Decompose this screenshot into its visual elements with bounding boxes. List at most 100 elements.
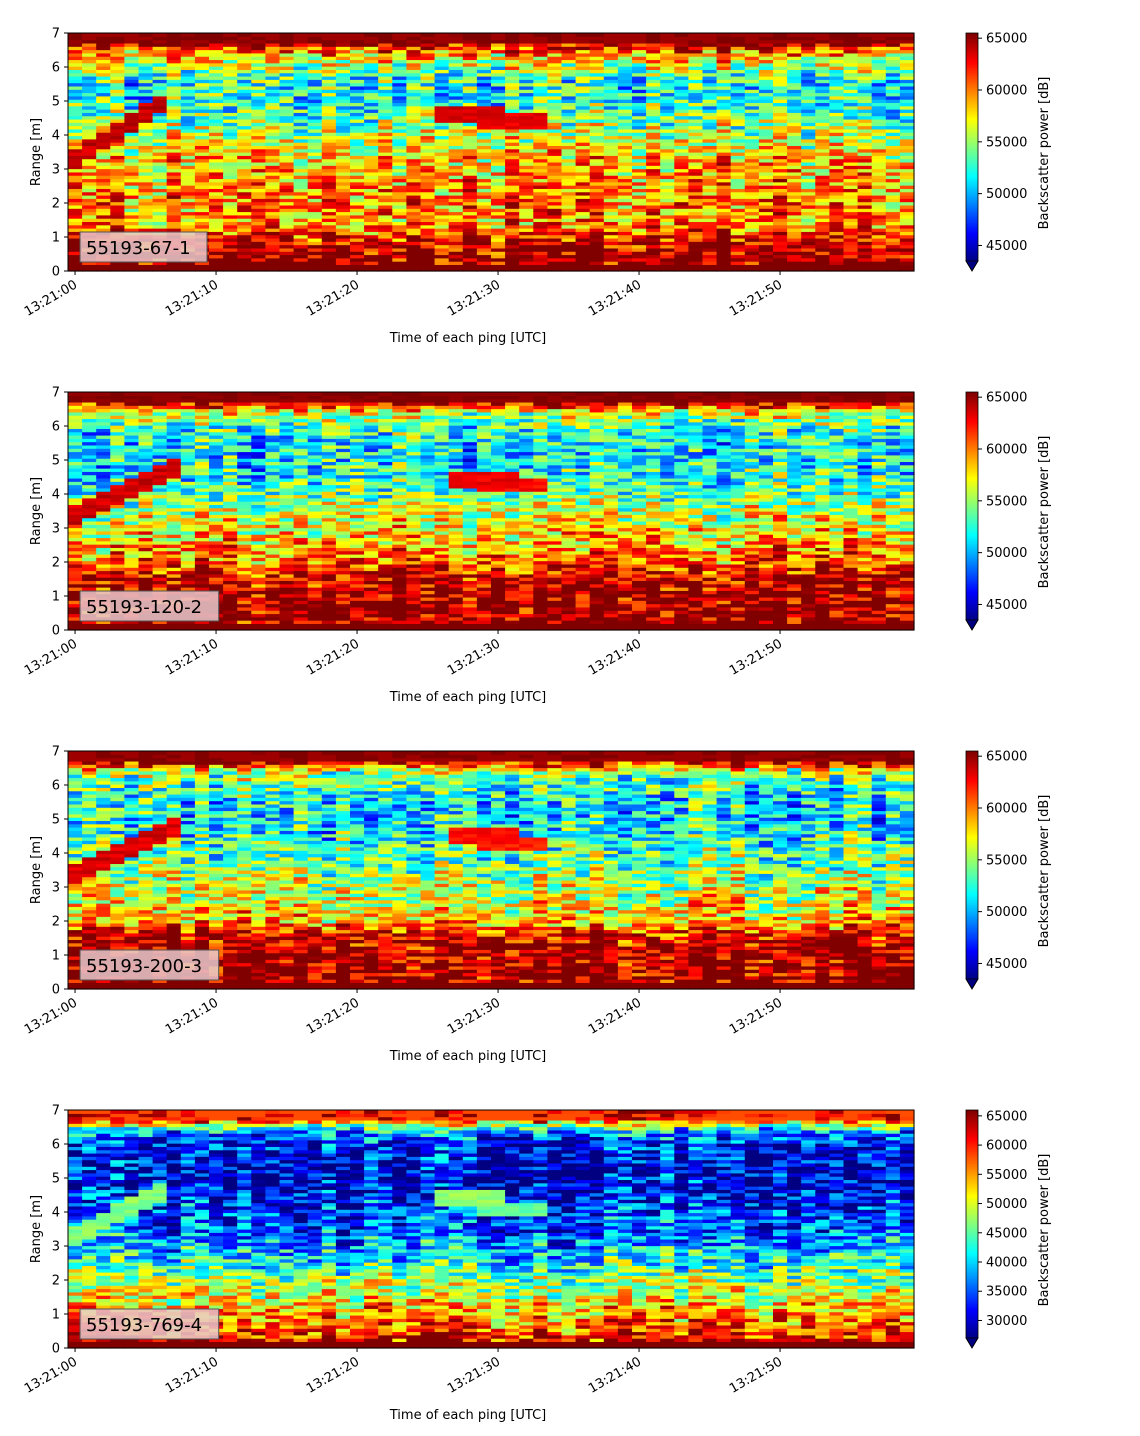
heatmap-cell bbox=[279, 165, 295, 170]
heatmap-cell bbox=[82, 211, 97, 216]
heatmap-cell bbox=[279, 261, 295, 265]
heatmap-cell bbox=[321, 95, 337, 100]
heatmap-cell bbox=[420, 102, 436, 107]
heatmap-cell bbox=[364, 237, 379, 242]
heatmap-cell bbox=[223, 89, 238, 94]
heatmap-cell bbox=[547, 185, 563, 189]
heatmap-cell bbox=[476, 118, 492, 123]
heatmap-cell bbox=[561, 49, 577, 54]
heatmap-cell bbox=[194, 161, 210, 166]
heatmap-cell bbox=[265, 66, 281, 70]
heatmap-cell bbox=[209, 115, 224, 120]
heatmap-cell bbox=[307, 165, 323, 170]
heatmap-cell bbox=[96, 99, 111, 104]
heatmap-cell bbox=[434, 89, 450, 94]
heatmap-cell bbox=[279, 201, 295, 206]
heatmap-cell bbox=[124, 118, 140, 123]
heatmap-cell bbox=[180, 56, 196, 61]
heatmap-cell bbox=[335, 148, 351, 153]
heatmap-cell bbox=[251, 188, 266, 193]
heatmap-cell bbox=[321, 49, 337, 54]
heatmap-cell bbox=[589, 267, 605, 272]
heatmap-cell bbox=[392, 122, 407, 127]
heatmap-cell bbox=[138, 33, 154, 37]
heatmap-cell bbox=[279, 66, 295, 70]
heatmap-cell bbox=[519, 251, 534, 256]
colorbar-tick-label: 55000 bbox=[986, 135, 1027, 150]
heatmap-cell bbox=[152, 168, 168, 173]
heatmap-cell bbox=[68, 125, 83, 130]
heatmap-cell bbox=[491, 247, 506, 252]
heatmap-cell bbox=[603, 85, 619, 90]
heatmap-cell bbox=[138, 46, 154, 51]
heatmap-cell bbox=[279, 181, 295, 186]
heatmap-cell bbox=[547, 42, 563, 47]
heatmap-cell bbox=[68, 261, 83, 265]
heatmap-cell bbox=[406, 72, 422, 77]
heatmap-cell bbox=[180, 175, 196, 180]
heatmap-cell bbox=[335, 264, 351, 269]
heatmap-cell bbox=[462, 42, 478, 47]
heatmap-cell bbox=[448, 46, 464, 51]
heatmap-cell bbox=[448, 211, 464, 216]
heatmap-cell bbox=[434, 42, 450, 47]
heatmap-cell bbox=[251, 112, 266, 117]
heatmap-cell bbox=[152, 135, 168, 140]
heatmap-cell bbox=[124, 115, 140, 120]
heatmap-cell bbox=[561, 59, 577, 64]
heatmap-cell bbox=[434, 175, 450, 180]
heatmap-cell bbox=[547, 208, 563, 213]
heatmap-cell bbox=[406, 89, 422, 94]
heatmap-cell bbox=[378, 237, 393, 242]
heatmap-cell bbox=[561, 115, 577, 120]
heatmap-cell bbox=[462, 118, 478, 123]
heatmap-cell bbox=[603, 198, 619, 203]
heatmap-cell bbox=[223, 194, 238, 199]
heatmap-cell bbox=[321, 251, 337, 256]
heatmap-cell bbox=[194, 33, 210, 37]
heatmap-cell bbox=[110, 211, 125, 216]
heatmap-cell bbox=[138, 171, 154, 176]
heatmap-cell bbox=[589, 135, 605, 140]
heatmap-cell bbox=[237, 185, 252, 189]
heatmap-cell bbox=[279, 75, 295, 80]
heatmap-cell bbox=[392, 218, 407, 223]
heatmap-cell bbox=[378, 211, 393, 216]
heatmap-cell bbox=[350, 178, 365, 183]
heatmap-cell bbox=[547, 224, 563, 229]
heatmap-cell bbox=[307, 109, 323, 113]
heatmap-cell bbox=[434, 158, 450, 163]
heatmap-cell bbox=[392, 161, 407, 166]
heatmap-cell bbox=[82, 75, 97, 80]
heatmap-cell bbox=[180, 138, 196, 143]
heatmap-cell bbox=[68, 115, 83, 120]
heatmap-cell bbox=[420, 208, 436, 213]
heatmap-cell bbox=[223, 82, 238, 87]
heatmap-cell bbox=[223, 42, 238, 47]
heatmap-cell bbox=[364, 49, 379, 54]
heatmap-cell bbox=[364, 254, 379, 259]
heatmap-cell bbox=[575, 254, 591, 259]
colorbar-tick-label: 65000 bbox=[986, 32, 1027, 47]
heatmap-cell bbox=[307, 152, 323, 156]
heatmap-cell bbox=[603, 208, 619, 213]
heatmap-cell bbox=[420, 82, 436, 87]
heatmap-cell bbox=[265, 46, 281, 51]
heatmap-cell bbox=[110, 99, 125, 104]
heatmap-cell bbox=[392, 194, 407, 199]
heatmap-cell bbox=[589, 75, 605, 80]
heatmap-cell bbox=[491, 168, 506, 173]
heatmap-cell bbox=[406, 155, 422, 160]
heatmap-cell bbox=[209, 191, 224, 196]
heatmap-cell bbox=[505, 75, 520, 80]
heatmap-cell bbox=[603, 56, 619, 61]
heatmap-cell bbox=[364, 211, 379, 216]
heatmap-cell bbox=[194, 165, 210, 170]
heatmap-cell bbox=[420, 188, 436, 193]
heatmap-cell bbox=[180, 228, 196, 232]
heatmap-cell bbox=[223, 254, 238, 259]
heatmap-cell bbox=[533, 33, 548, 37]
heatmap-cell bbox=[378, 56, 393, 61]
heatmap-cell bbox=[209, 135, 224, 140]
heatmap-cell bbox=[462, 33, 478, 37]
